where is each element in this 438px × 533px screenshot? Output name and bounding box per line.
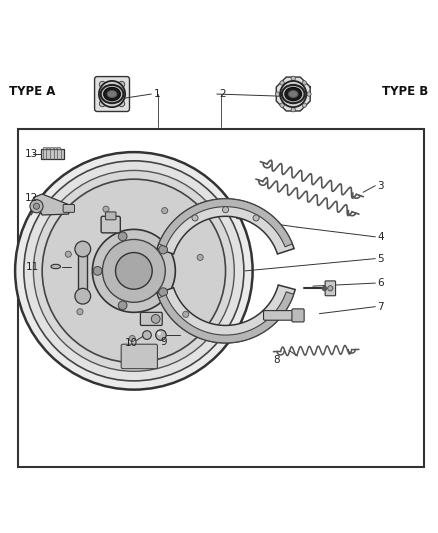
Text: TYPE B: TYPE B bbox=[382, 85, 428, 99]
Ellipse shape bbox=[51, 264, 60, 269]
Text: 10: 10 bbox=[125, 338, 138, 348]
Text: 1: 1 bbox=[153, 89, 160, 99]
Polygon shape bbox=[157, 285, 295, 343]
Circle shape bbox=[92, 229, 175, 312]
FancyBboxPatch shape bbox=[101, 216, 120, 233]
Polygon shape bbox=[159, 199, 292, 247]
Circle shape bbox=[280, 81, 306, 107]
Circle shape bbox=[197, 254, 203, 261]
FancyBboxPatch shape bbox=[63, 205, 74, 212]
FancyBboxPatch shape bbox=[121, 344, 157, 369]
Circle shape bbox=[253, 215, 259, 221]
Circle shape bbox=[99, 82, 106, 87]
FancyBboxPatch shape bbox=[43, 147, 46, 149]
Circle shape bbox=[143, 330, 151, 340]
Circle shape bbox=[119, 101, 125, 107]
Text: 9: 9 bbox=[160, 337, 167, 346]
Ellipse shape bbox=[101, 85, 124, 103]
Circle shape bbox=[151, 314, 160, 323]
Polygon shape bbox=[78, 250, 87, 295]
Text: 7: 7 bbox=[377, 302, 384, 312]
Circle shape bbox=[157, 332, 161, 335]
Text: 11: 11 bbox=[26, 262, 39, 272]
Circle shape bbox=[162, 207, 168, 214]
Ellipse shape bbox=[104, 87, 120, 101]
Text: 13: 13 bbox=[25, 149, 38, 159]
Circle shape bbox=[65, 251, 71, 257]
Circle shape bbox=[129, 335, 135, 342]
Ellipse shape bbox=[285, 87, 301, 101]
Text: TYPE A: TYPE A bbox=[10, 85, 56, 99]
FancyBboxPatch shape bbox=[292, 309, 304, 322]
Circle shape bbox=[302, 80, 307, 85]
FancyBboxPatch shape bbox=[41, 149, 64, 159]
Text: 2: 2 bbox=[219, 89, 226, 99]
Text: 12: 12 bbox=[25, 192, 38, 203]
Circle shape bbox=[93, 266, 102, 275]
FancyBboxPatch shape bbox=[95, 77, 130, 111]
Text: 6: 6 bbox=[377, 278, 384, 288]
Circle shape bbox=[15, 152, 253, 390]
FancyBboxPatch shape bbox=[325, 281, 336, 296]
Polygon shape bbox=[159, 292, 293, 343]
FancyBboxPatch shape bbox=[18, 129, 424, 467]
Circle shape bbox=[30, 200, 43, 213]
FancyBboxPatch shape bbox=[57, 147, 60, 149]
Text: 5: 5 bbox=[377, 254, 384, 264]
FancyBboxPatch shape bbox=[46, 147, 49, 149]
Polygon shape bbox=[157, 199, 294, 254]
Circle shape bbox=[118, 232, 127, 241]
Circle shape bbox=[302, 103, 307, 107]
Circle shape bbox=[183, 311, 189, 317]
Circle shape bbox=[280, 80, 284, 85]
FancyBboxPatch shape bbox=[264, 311, 294, 320]
FancyBboxPatch shape bbox=[53, 147, 56, 149]
Circle shape bbox=[75, 288, 91, 304]
Circle shape bbox=[155, 330, 166, 340]
Circle shape bbox=[291, 76, 295, 80]
Circle shape bbox=[118, 301, 127, 310]
Ellipse shape bbox=[288, 91, 298, 98]
Circle shape bbox=[99, 81, 125, 107]
Circle shape bbox=[119, 82, 125, 87]
Circle shape bbox=[75, 241, 91, 257]
Ellipse shape bbox=[282, 85, 304, 103]
Circle shape bbox=[328, 286, 333, 291]
Circle shape bbox=[291, 108, 295, 112]
Polygon shape bbox=[276, 77, 310, 111]
Circle shape bbox=[99, 101, 106, 107]
FancyBboxPatch shape bbox=[106, 212, 116, 220]
Circle shape bbox=[33, 171, 234, 372]
Circle shape bbox=[42, 179, 226, 362]
Circle shape bbox=[223, 207, 229, 213]
Circle shape bbox=[159, 245, 168, 254]
Circle shape bbox=[33, 203, 39, 209]
Circle shape bbox=[307, 92, 311, 96]
FancyBboxPatch shape bbox=[50, 147, 53, 149]
Circle shape bbox=[24, 161, 244, 381]
Circle shape bbox=[116, 253, 152, 289]
Circle shape bbox=[102, 239, 165, 302]
Circle shape bbox=[280, 103, 284, 107]
Ellipse shape bbox=[107, 91, 117, 98]
Text: 8: 8 bbox=[274, 356, 280, 365]
Polygon shape bbox=[33, 194, 73, 215]
Text: 3: 3 bbox=[377, 181, 384, 191]
Text: 4: 4 bbox=[377, 232, 384, 242]
FancyBboxPatch shape bbox=[141, 312, 162, 326]
Circle shape bbox=[276, 92, 280, 96]
Circle shape bbox=[159, 288, 168, 296]
Circle shape bbox=[77, 309, 83, 315]
Circle shape bbox=[192, 215, 198, 221]
Circle shape bbox=[103, 206, 109, 212]
